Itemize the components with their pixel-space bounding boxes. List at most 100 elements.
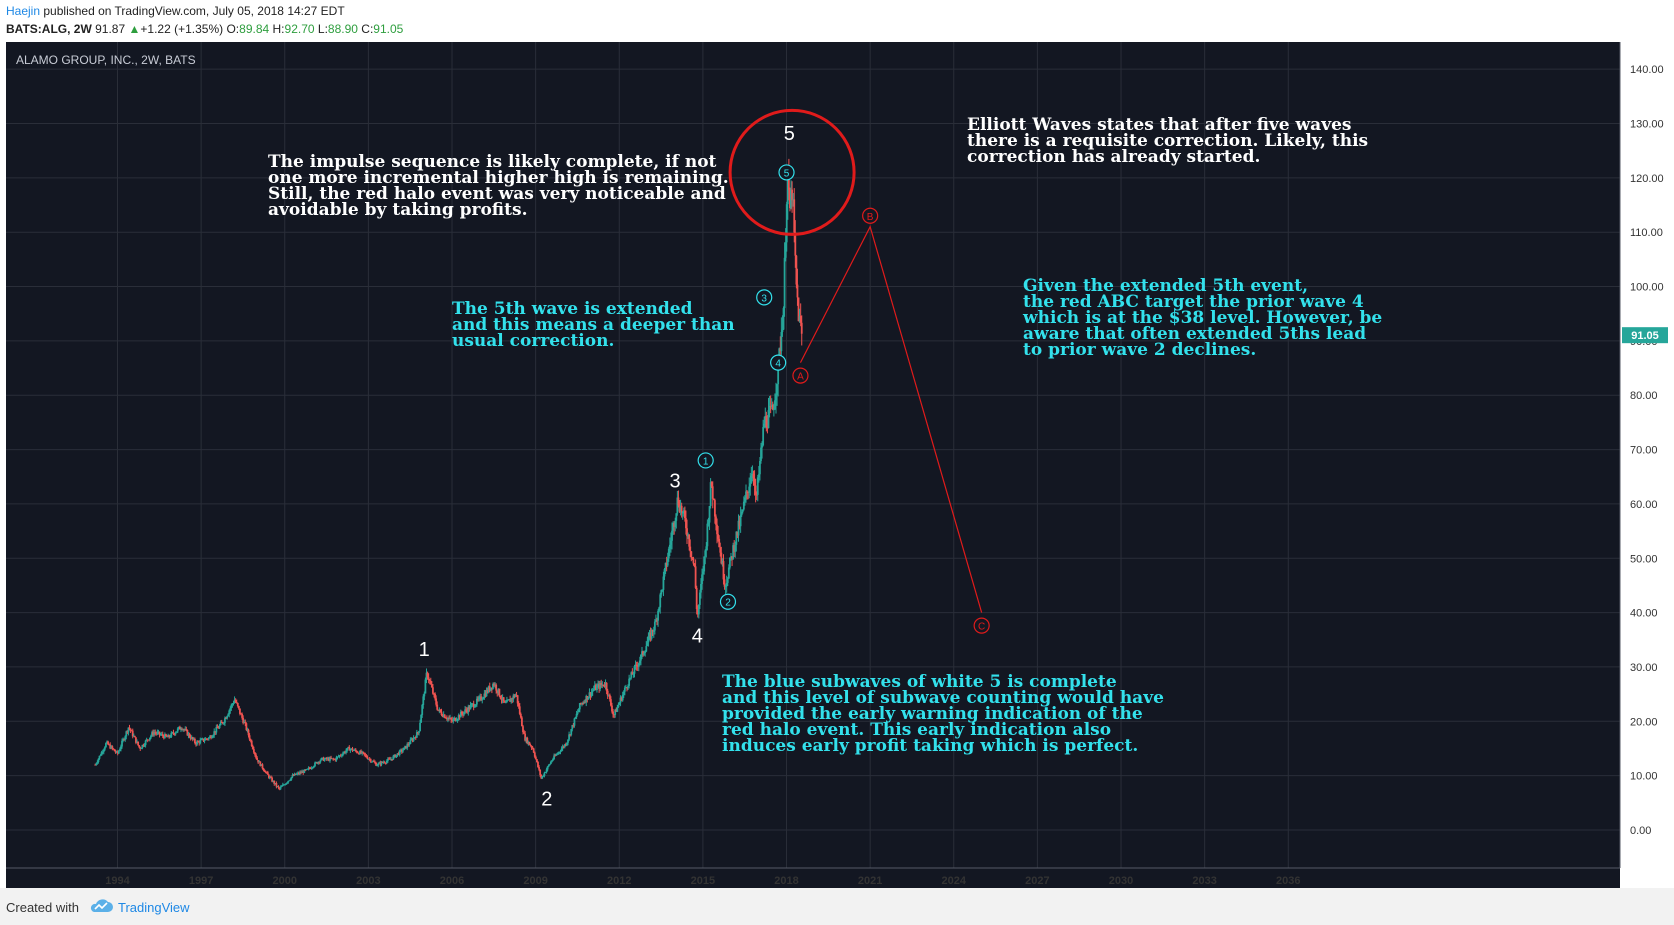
candle-body xyxy=(578,703,581,710)
candle-body xyxy=(382,762,385,764)
candle-body xyxy=(175,731,178,733)
candle-body xyxy=(434,693,436,699)
candle-body xyxy=(579,703,582,705)
candle-body xyxy=(383,762,386,764)
candle-body xyxy=(705,546,708,551)
candle-body xyxy=(744,497,746,502)
candle-body xyxy=(380,761,383,765)
candle-body xyxy=(100,751,103,756)
candle-body xyxy=(256,757,258,760)
candle-body xyxy=(213,731,216,736)
candle-body xyxy=(692,558,695,564)
abc-label-circle xyxy=(862,207,879,224)
candle-body xyxy=(529,744,532,746)
candle-body xyxy=(707,522,710,524)
candle-body xyxy=(263,770,266,772)
candle-body xyxy=(182,729,185,731)
annotation-line: there is a requisite correction. Likely,… xyxy=(967,131,1368,151)
candle-body xyxy=(107,741,109,745)
price-axis[interactable]: 0.00 10.00 20.00 30.00 40.00 50.00 60.00 70.00 8… xyxy=(1630,64,1664,837)
candle-body xyxy=(716,524,718,535)
candle-body xyxy=(664,562,667,570)
candle-body xyxy=(676,497,679,514)
candle-body xyxy=(774,400,776,410)
candle-body xyxy=(442,714,445,717)
candle-body xyxy=(218,725,221,729)
candle-body xyxy=(631,672,634,675)
abc-label: A xyxy=(797,372,804,383)
candle-body xyxy=(509,699,512,702)
candle-body xyxy=(793,199,796,233)
candle-body xyxy=(672,523,674,531)
candle-body xyxy=(170,732,173,737)
candle-body xyxy=(764,415,767,424)
candle-body xyxy=(688,534,691,547)
candle-body xyxy=(526,737,529,744)
candle-body xyxy=(344,751,346,753)
candle-body xyxy=(242,717,245,724)
candle-body xyxy=(454,717,457,721)
candle-body xyxy=(735,531,738,545)
symbol-label: BATS:ALG, 2W xyxy=(6,22,92,36)
candle-body xyxy=(151,732,153,736)
candle-body xyxy=(276,786,279,788)
candle-body xyxy=(587,697,590,700)
candle-body xyxy=(768,405,771,411)
time-tick-label: 2018 xyxy=(774,875,798,887)
candle-body xyxy=(166,736,168,738)
candle-body xyxy=(300,772,302,773)
author-link[interactable]: Haejin xyxy=(6,4,41,18)
time-axis[interactable]: 1994 1997 2000 2003 2006 2009 2012 2015 2018 2021… xyxy=(105,875,1300,887)
tradingview-cloud-icon[interactable] xyxy=(88,898,114,919)
candle-body xyxy=(273,780,276,785)
candle-body xyxy=(430,684,433,688)
candle-body xyxy=(116,751,119,754)
candle-body xyxy=(763,423,766,428)
candle-body xyxy=(553,755,555,759)
candle-body xyxy=(417,732,419,734)
candle-body xyxy=(411,739,414,741)
candle-body xyxy=(749,483,752,487)
candle-body xyxy=(287,780,290,783)
candle-body xyxy=(797,297,800,322)
candle-body xyxy=(235,702,238,704)
candle-body xyxy=(304,769,307,771)
candle-body xyxy=(285,783,287,785)
candle-body xyxy=(492,684,494,689)
candle-body xyxy=(275,783,278,787)
candle-body xyxy=(673,523,676,527)
candle-body xyxy=(693,563,696,567)
candle-body xyxy=(635,664,638,667)
abc-label-circle xyxy=(792,367,809,384)
candle-body xyxy=(655,619,657,622)
candle-body xyxy=(485,689,488,697)
candle-body xyxy=(354,749,357,751)
candle-body xyxy=(412,737,415,741)
candle-body xyxy=(324,757,327,760)
candle-body xyxy=(786,175,789,205)
time-tick-label: 2009 xyxy=(523,875,547,887)
candle-body xyxy=(137,741,139,746)
candle-body xyxy=(530,745,533,748)
candle-body xyxy=(345,750,347,753)
candle-body xyxy=(198,741,201,744)
candle-body xyxy=(377,763,380,766)
candle-body xyxy=(796,284,799,298)
candle-body xyxy=(523,732,525,734)
candle-body xyxy=(632,673,635,675)
candle-body xyxy=(445,718,448,720)
candle-body xyxy=(527,741,530,744)
candle-body xyxy=(359,751,361,755)
candle-body xyxy=(761,445,763,448)
candle-body xyxy=(136,741,138,743)
candle-body xyxy=(671,530,673,541)
candle-body xyxy=(391,759,394,760)
candle-body xyxy=(281,784,284,787)
candle-body xyxy=(95,763,98,765)
candle-body xyxy=(660,590,663,595)
candle-body xyxy=(128,727,131,729)
tradingview-brand-link[interactable]: TradingView xyxy=(118,900,190,915)
subwave-circle xyxy=(719,593,737,610)
candle-body xyxy=(328,758,330,761)
